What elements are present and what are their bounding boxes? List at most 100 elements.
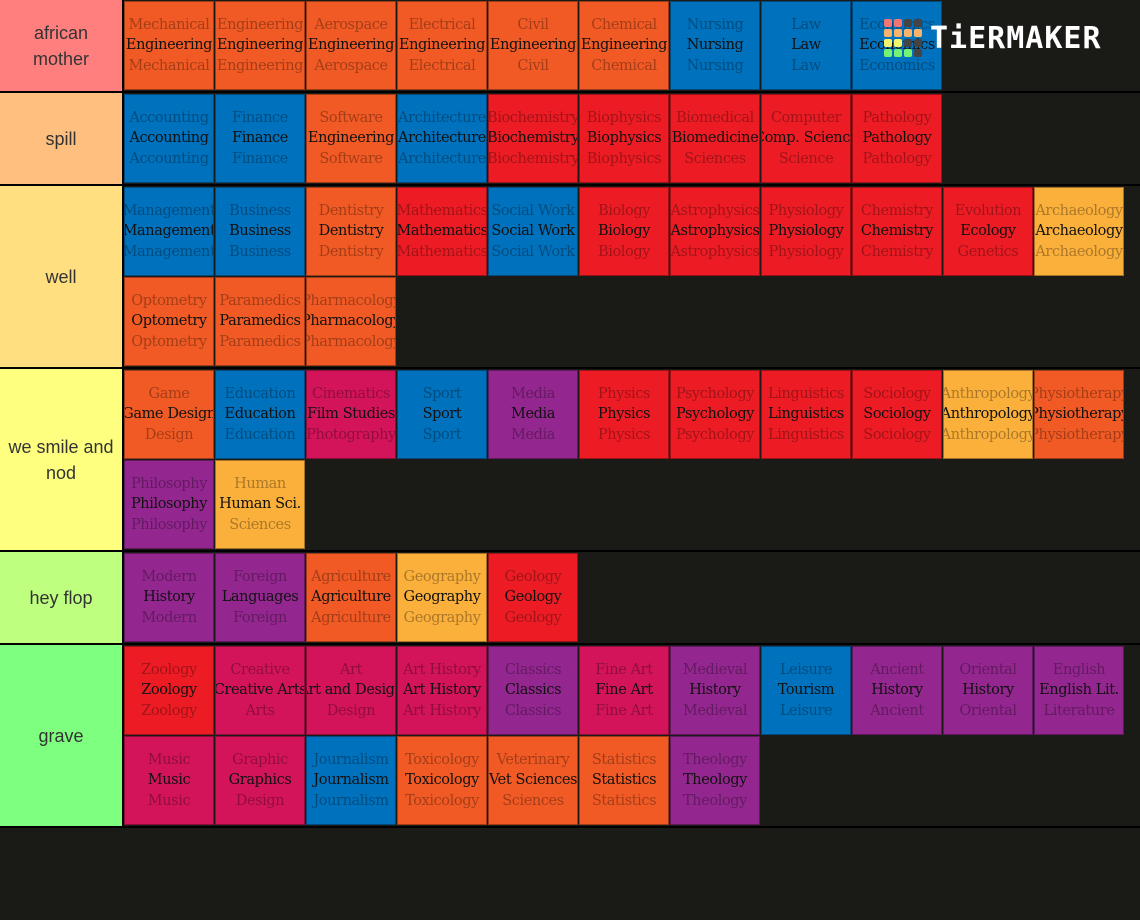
tier-item[interactable]: Biology Biology Biology	[579, 187, 669, 276]
tier-item[interactable]: Music Music Music	[124, 736, 214, 825]
tier-item[interactable]: Computer Comp. Science Science	[761, 94, 851, 183]
tier-item[interactable]: Classics Classics Classics	[488, 646, 578, 735]
item-subtitle: Civil	[517, 57, 549, 74]
item-title: Engineering	[580, 37, 668, 54]
item-title: Engineering	[307, 37, 395, 54]
tier-item[interactable]: Sociology Sociology Sociology	[852, 370, 942, 459]
tier-item[interactable]: Accounting Accounting Accounting	[124, 94, 214, 183]
tier-item[interactable]: Zoology Zoology Zoology	[124, 646, 214, 735]
tier-item[interactable]: Business Business Business	[215, 187, 305, 276]
tier-item[interactable]: Archaeology Archaeology Archaeology	[1034, 187, 1124, 276]
tier-item[interactable]: Electrical Engineering Electrical	[397, 1, 487, 90]
tier-item[interactable]: Biomedical Biomedicine Sciences	[670, 94, 760, 183]
tier-label[interactable]: hey flop	[0, 552, 124, 643]
tier-label[interactable]: african mother	[0, 0, 124, 91]
tier-item[interactable]: Nursing Nursing Nursing	[670, 1, 760, 90]
tier-item[interactable]: Game Game Design Design	[124, 370, 214, 459]
tier-label[interactable]: well	[0, 186, 124, 367]
tier-item[interactable]: Software Engineering Software	[306, 94, 396, 183]
item-title: Engineering	[125, 37, 213, 54]
item-title: Classics	[504, 682, 562, 699]
tier-item[interactable]: Mathematics Mathematics Mathematics	[397, 187, 487, 276]
tier-item[interactable]: Fine Art Fine Art Fine Art	[579, 646, 669, 735]
item-subtitle: Modern	[141, 568, 197, 585]
item-subtitle: Optometry	[131, 333, 207, 350]
tier-item[interactable]: Toxicology Toxicology Toxicology	[397, 736, 487, 825]
tier-label[interactable]: spill	[0, 93, 124, 184]
item-subtitle: Ancient	[870, 702, 924, 719]
tier-item[interactable]: Mechanical Engineering Mechanical	[124, 1, 214, 90]
tier-item[interactable]: Pathology Pathology Pathology	[852, 94, 942, 183]
item-subtitle: Paramedics	[219, 333, 301, 350]
tier-item[interactable]: Philosophy Philosophy Philosophy	[124, 460, 214, 549]
tier-item[interactable]: Art History Art History Art History	[397, 646, 487, 735]
tier-item[interactable]: Veterinary Vet Sciences Sciences	[488, 736, 578, 825]
tier-item[interactable]: Astrophysics Astrophysics Astrophysics	[670, 187, 760, 276]
tier-item[interactable]: Ancient History Ancient	[852, 646, 942, 735]
tier-item[interactable]: Physics Physics Physics	[579, 370, 669, 459]
tier-item[interactable]: Chemical Engineering Chemical	[579, 1, 669, 90]
tier-item[interactable]: Statistics Statistics Statistics	[579, 736, 669, 825]
item-subtitle: Physics	[597, 385, 651, 402]
tiermaker-logo: TiERMAKER	[884, 19, 1102, 57]
tier-item[interactable]: Oriental History Oriental	[943, 646, 1033, 735]
tier-item[interactable]: Modern History Modern	[124, 553, 214, 642]
tier-item[interactable]: Biophysics Biophysics Biophysics	[579, 94, 669, 183]
tier-item[interactable]: English English Lit. Literature	[1034, 646, 1124, 735]
tier-item[interactable]: Leisure Tourism Leisure	[761, 646, 851, 735]
tier-item[interactable]: Sport Sport Sport	[397, 370, 487, 459]
logo-square	[894, 39, 902, 47]
tier-label[interactable]: we smile and nod	[0, 369, 124, 550]
tier-item[interactable]: Optometry Optometry Optometry	[124, 277, 214, 366]
tier-item[interactable]: Geography Geography Geography	[397, 553, 487, 642]
tier-item[interactable]: Biochemistry Biochemistry Biochemistry	[488, 94, 578, 183]
tier-item[interactable]: Journalism Journalism Journalism	[306, 736, 396, 825]
tier-item[interactable]: Physiotherapy Physiotherapy Physiotherapy	[1034, 370, 1124, 459]
item-title: Game Design	[124, 406, 214, 423]
item-title: History	[962, 682, 1014, 699]
tier-item[interactable]: Media Media Media	[488, 370, 578, 459]
item-subtitle: Zoology	[141, 661, 197, 678]
tier-item[interactable]: Cinematics Film Studies Photography	[306, 370, 396, 459]
tier-item[interactable]: Management Management Management	[124, 187, 214, 276]
item-subtitle: Engineering	[216, 16, 304, 33]
logo-square	[884, 29, 892, 37]
item-title: Graphics	[228, 772, 292, 789]
tier-item[interactable]: Theology Theology Theology	[670, 736, 760, 825]
tier-item[interactable]: Anthropology Anthropology Anthropology	[943, 370, 1033, 459]
tier-label[interactable]: grave	[0, 645, 124, 826]
tier-item[interactable]: Chemistry Chemistry Chemistry	[852, 187, 942, 276]
tier-item[interactable]: Aerospace Engineering Aerospace	[306, 1, 396, 90]
tier-item[interactable]: Psychology Psychology Psychology	[670, 370, 760, 459]
tier-item[interactable]: Art Art and Design Design	[306, 646, 396, 735]
tier-item[interactable]: Social Work Social Work Social Work	[488, 187, 578, 276]
tier-item[interactable]: Human Human Sci. Sciences	[215, 460, 305, 549]
tier-item[interactable]: Paramedics Paramedics Paramedics	[215, 277, 305, 366]
tier-item[interactable]: Physiology Physiology Physiology	[761, 187, 851, 276]
item-subtitle: Modern	[141, 609, 197, 626]
item-subtitle: Social Work	[491, 202, 575, 219]
tier-item[interactable]: Evolution Ecology Genetics	[943, 187, 1033, 276]
tier-item[interactable]: Civil Engineering Civil	[488, 1, 578, 90]
item-title: Biophysics	[586, 130, 662, 147]
tier-item[interactable]: Pharmacology Pharmacology Pharmacology	[306, 277, 396, 366]
logo-square	[884, 39, 892, 47]
tier-item[interactable]: Dentistry Dentistry Dentistry	[306, 187, 396, 276]
tier-item[interactable]: Creative Creative Arts Arts	[215, 646, 305, 735]
item-title: Tourism	[777, 682, 835, 699]
item-subtitle: Fine Art	[595, 702, 653, 719]
tier-item[interactable]: Law Law Law	[761, 1, 851, 90]
tier-item[interactable]: Graphic Graphics Design	[215, 736, 305, 825]
tier-item[interactable]: Medieval History Medieval	[670, 646, 760, 735]
item-subtitle: Geology	[504, 609, 562, 626]
tier-item[interactable]: Geology Geology Geology	[488, 553, 578, 642]
tier-item[interactable]: Education Education Education	[215, 370, 305, 459]
tier-item[interactable]: Agriculture Agriculture Agriculture	[306, 553, 396, 642]
item-subtitle: Sociology	[863, 385, 931, 402]
tier-item[interactable]: Finance Finance Finance	[215, 94, 305, 183]
tier-item[interactable]: Foreign Languages Foreign	[215, 553, 305, 642]
tier-item[interactable]: Engineering Engineering Engineering	[215, 1, 305, 90]
tier-item[interactable]: Linguistics Linguistics Linguistics	[761, 370, 851, 459]
tier-item[interactable]: Architecture Architecture Architecture	[397, 94, 487, 183]
item-subtitle: Philosophy	[130, 475, 208, 492]
